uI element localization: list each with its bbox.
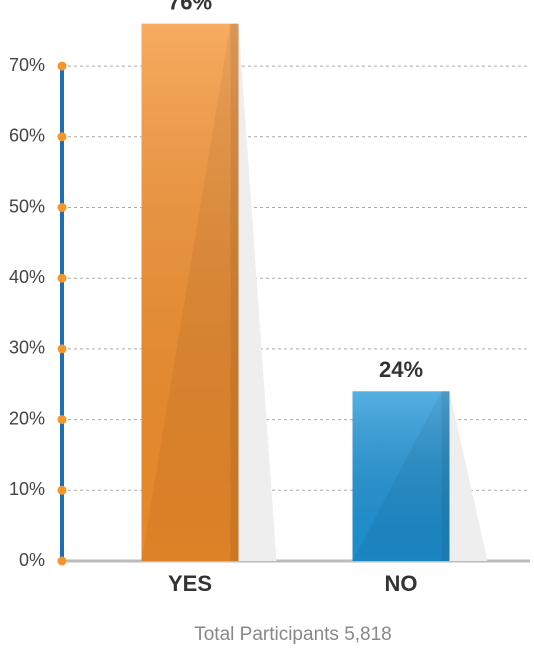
y-tick-label: 20% xyxy=(9,408,45,428)
bar-shadow xyxy=(238,23,277,562)
tick-dot xyxy=(57,132,67,142)
tick-dot xyxy=(57,556,67,566)
y-tick-label: 70% xyxy=(9,55,45,75)
tick-dot xyxy=(57,344,67,354)
footnote: Total Participants 5,818 xyxy=(194,624,392,645)
tick-dot xyxy=(57,415,67,425)
y-tick-label: 30% xyxy=(9,338,45,358)
y-tick-label: 40% xyxy=(9,267,45,287)
y-tick-label: 50% xyxy=(9,196,45,216)
value-label: 24% xyxy=(379,357,423,382)
tick-dot xyxy=(57,61,67,71)
bar-shine xyxy=(141,23,239,562)
bar-facet xyxy=(352,391,442,561)
tick-dot xyxy=(57,485,67,495)
x-tick-label: YES xyxy=(168,571,212,596)
tick-dot xyxy=(57,273,67,283)
x-tick-label: NO xyxy=(385,571,418,596)
bar-facet xyxy=(141,23,231,562)
bar-shadow xyxy=(449,391,488,561)
y-tick-label: 0% xyxy=(19,550,45,570)
value-label: 76% xyxy=(168,0,212,14)
bar-edge xyxy=(230,23,239,562)
y-tick-label: 10% xyxy=(9,479,45,499)
tick-dot xyxy=(57,203,67,212)
bar-shine xyxy=(352,391,450,561)
y-tick-label: 60% xyxy=(9,126,45,146)
bar-edge xyxy=(441,391,450,561)
